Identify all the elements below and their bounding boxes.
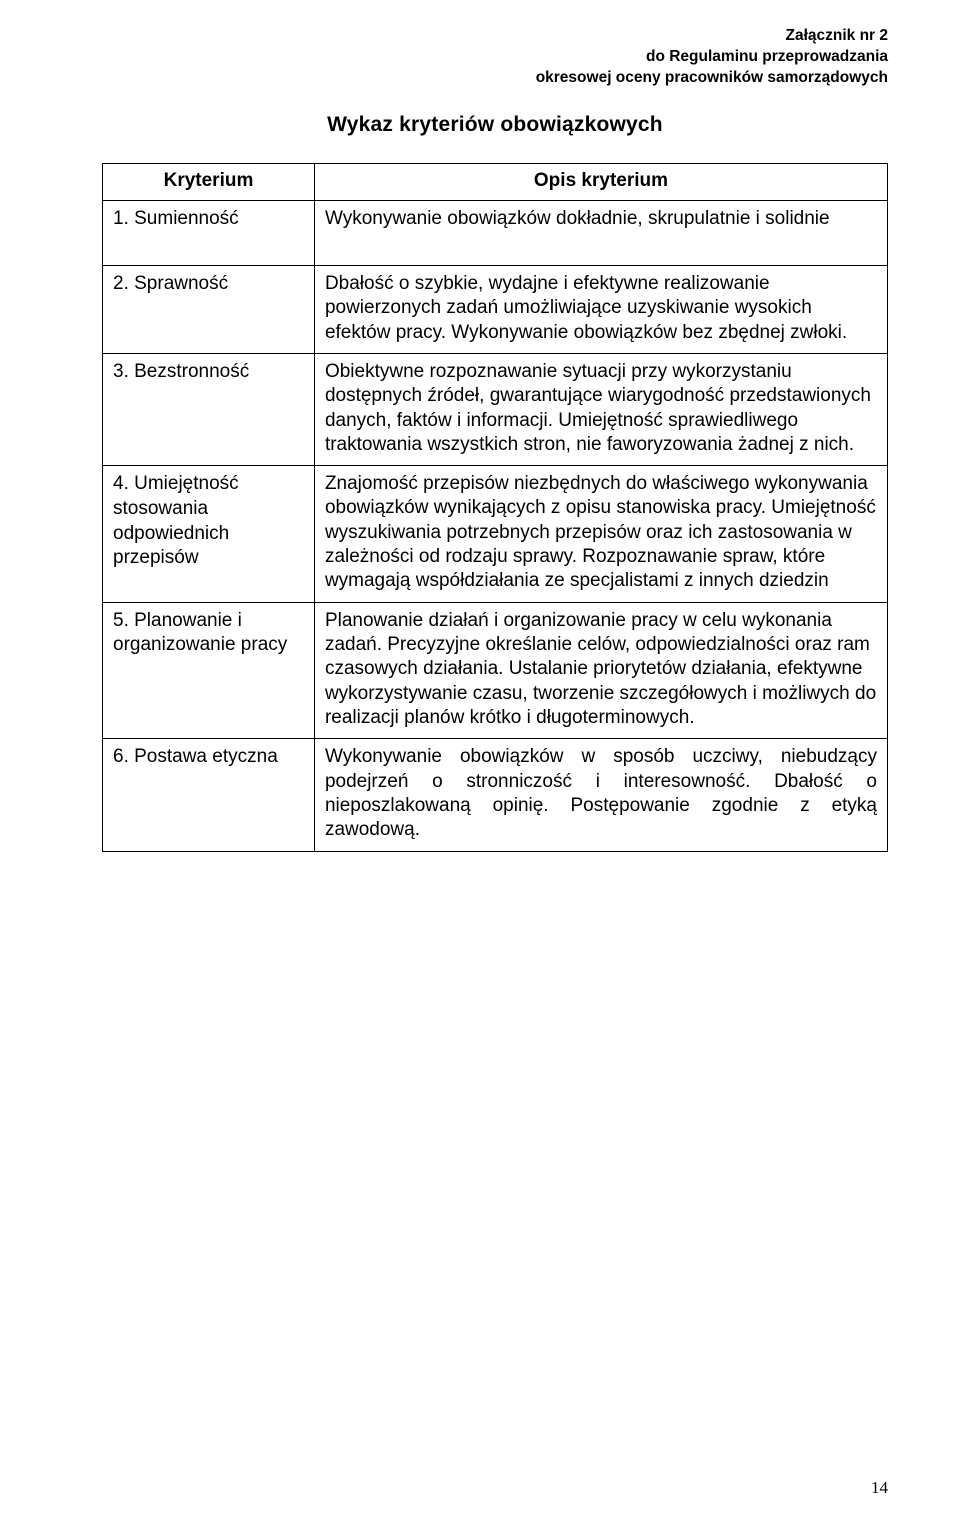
table-row: 2. SprawnośćDbałość o szybkie, wydajne i…: [103, 265, 888, 353]
criterion-cell: 4. Umiejętność stosowania odpowiednich p…: [103, 466, 315, 603]
criterion-cell: 2. Sprawność: [103, 265, 315, 353]
spacer-cell: [314, 239, 887, 265]
col-header-kryterium: Kryterium: [103, 163, 315, 200]
description-cell: Obiektywne rozpoznawanie sytuacji przy w…: [314, 353, 887, 465]
description-cell: Wykonywanie obowiązków w sposób uczciwy,…: [314, 739, 887, 851]
spacer-cell: [103, 239, 315, 265]
table-row: 4. Umiejętność stosowania odpowiednich p…: [103, 466, 888, 603]
header-line-3: okresowej oceny pracowników samorządowyc…: [102, 68, 888, 89]
table-row: 6. Postawa etycznaWykonywanie obowiązków…: [103, 739, 888, 851]
page-container: Załącznik nr 2 do Regulaminu przeprowadz…: [0, 0, 960, 1522]
table-header-row: Kryterium Opis kryterium: [103, 163, 888, 200]
table-row: 1. SumiennośćWykonywanie obowiązków dokł…: [103, 200, 888, 239]
description-cell: Wykonywanie obowiązków dokładnie, skrupu…: [314, 200, 887, 239]
criterion-cell: 6. Postawa etyczna: [103, 739, 315, 851]
table-row: 5. Planowanie i organizowanie pracyPlano…: [103, 602, 888, 739]
criterion-cell: 5. Planowanie i organizowanie pracy: [103, 602, 315, 739]
criteria-table: Kryterium Opis kryterium 1. SumiennośćWy…: [102, 163, 888, 852]
header-line-1: Załącznik nr 2: [102, 26, 888, 47]
description-cell: Planowanie działań i organizowanie pracy…: [314, 602, 887, 739]
header-line-2: do Regulaminu przeprowadzania: [102, 47, 888, 68]
criterion-cell: 1. Sumienność: [103, 200, 315, 239]
attachment-header: Załącznik nr 2 do Regulaminu przeprowadz…: [102, 26, 888, 89]
document-title: Wykaz kryteriów obowiązkowych: [102, 113, 888, 137]
spacer-row: [103, 239, 888, 265]
table-row: 3. BezstronnośćObiektywne rozpoznawanie …: [103, 353, 888, 465]
description-cell: Dbałość o szybkie, wydajne i efektywne r…: [314, 265, 887, 353]
col-header-opis: Opis kryterium: [314, 163, 887, 200]
description-cell: Znajomość przepisów niezbędnych do właśc…: [314, 466, 887, 603]
page-number: 14: [871, 1478, 888, 1498]
criterion-cell: 3. Bezstronność: [103, 353, 315, 465]
